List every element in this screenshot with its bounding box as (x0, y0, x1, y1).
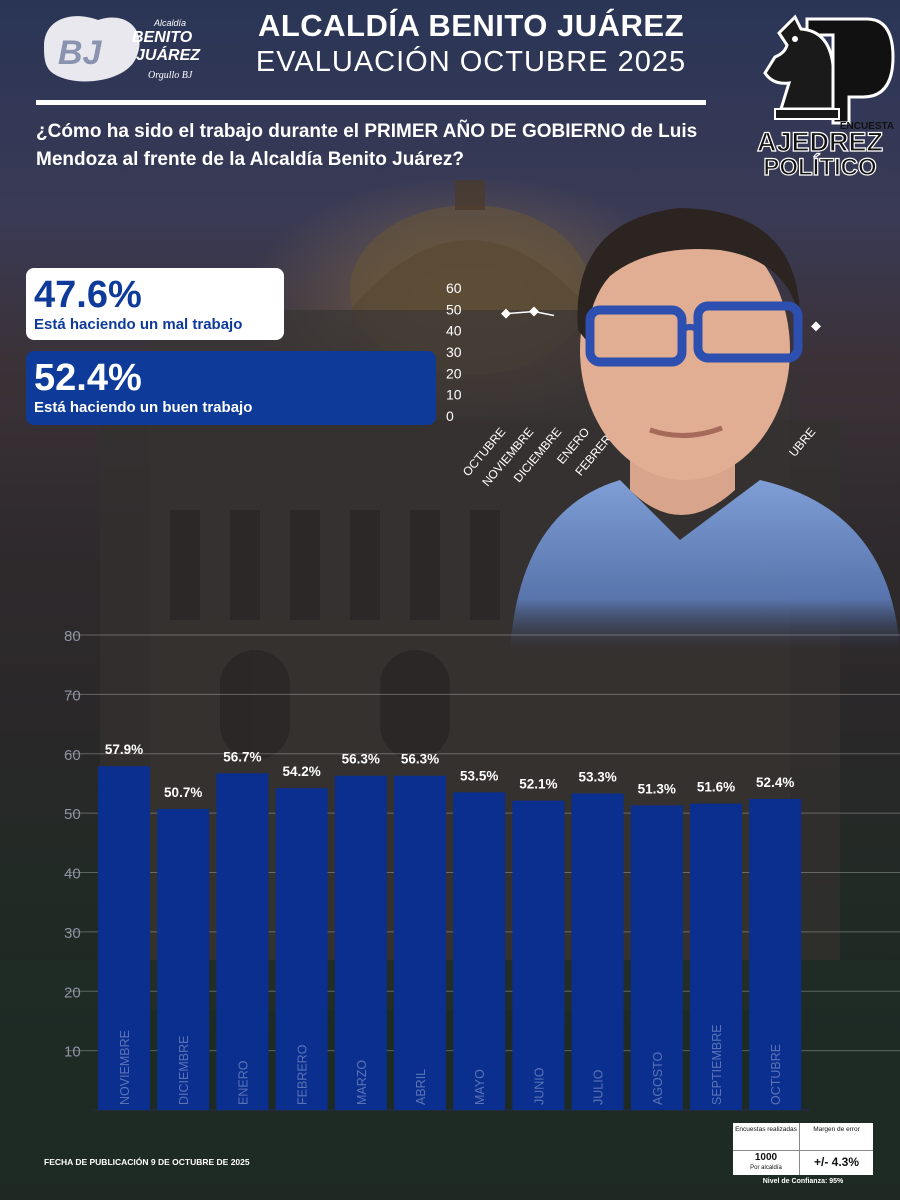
bar-data-label: 52.4% (756, 775, 794, 790)
bar-abril (394, 775, 446, 1110)
alcaldia-logo: BJ Alcaldía BENITO JUÁREZ Orgullo BJ (44, 16, 201, 82)
bar-category-label: SEPTIEMBRE (710, 1024, 724, 1105)
bar-category-label: FEBRERO (296, 1044, 310, 1105)
bar-y-tick: 70 (64, 687, 81, 704)
bar-category-label: AGOSTO (651, 1051, 665, 1105)
bar-data-label: 53.3% (578, 770, 616, 785)
bar-noviembre (98, 766, 150, 1110)
mini-y-tick: 30 (446, 344, 462, 360)
bar-data-label: 51.6% (697, 780, 735, 795)
bar-y-tick: 10 (64, 1044, 81, 1061)
surveys-cell: Encuestas realizadas 1000 Por alcaldía (733, 1123, 800, 1175)
bar-category-label: OCTUBRE (769, 1044, 783, 1105)
surveys-note: Por alcaldía (750, 1165, 782, 1171)
bar-octubre (749, 798, 802, 1110)
bar-mayo (453, 792, 506, 1110)
ajedrez-politico-logo: ENCUESTA AJEDREZ POLÍTICO (756, 14, 895, 180)
page-subtitle: EVALUACIÓN OCTUBRE 2025 (255, 46, 687, 78)
margin-header: Margen de error (813, 1126, 860, 1133)
mini-y-tick: 20 (446, 365, 462, 381)
bar-enero (216, 773, 269, 1110)
bar-data-label: 50.7% (164, 785, 202, 800)
logo-initials: BJ (58, 34, 103, 72)
mini-data-point (529, 306, 539, 317)
surveys-header: Encuestas realizadas (735, 1126, 797, 1133)
publication-date: FECHA DE PUBLICACIÓN 9 DE OCTUBRE DE 202… (44, 1157, 250, 1167)
mayor-portrait (510, 208, 900, 650)
margin-divider (800, 1150, 873, 1151)
bar-category-label: NOVIEMBRE (118, 1030, 132, 1105)
bar-y-tick: 40 (64, 866, 81, 883)
trend-line-chart: 6050403020100OCTUBRENOVIEMBREDICIEMBREEN… (446, 280, 821, 489)
bar-agosto (630, 805, 683, 1110)
survey-stats-box: Encuestas realizadas 1000 Por alcaldía M… (733, 1123, 873, 1175)
logo-line2-right: POLÍTICO (763, 153, 876, 180)
bar-data-label: 52.1% (519, 777, 557, 792)
bar-julio (571, 793, 624, 1110)
bar-category-label: DICIEMBRE (177, 1036, 191, 1105)
bar-junio (512, 800, 565, 1110)
surveys-divider (733, 1150, 799, 1151)
mini-y-tick: 10 (446, 387, 462, 403)
bar-febrero (275, 788, 328, 1110)
mini-y-tick: 50 (446, 301, 462, 317)
bar-y-tick: 50 (64, 806, 81, 823)
bad-job-label: Está haciendo un mal trabajo (34, 316, 243, 333)
logo-line2: JUÁREZ (136, 45, 201, 64)
bad-job-card: 47.6% Está haciendo un mal trabajo (26, 268, 284, 340)
bar-category-label: JUNIO (532, 1067, 546, 1105)
logo-small-text: ENCUESTA (840, 121, 894, 132)
bar-category-label: ABRIL (414, 1069, 428, 1105)
title-divider (36, 100, 706, 105)
bar-category-label: MARZO (355, 1060, 369, 1105)
bar-data-label: 51.3% (638, 781, 676, 796)
bar-y-tick: 30 (64, 925, 81, 942)
bar-category-label: ENERO (236, 1060, 250, 1105)
bar-diciembre (157, 808, 210, 1110)
margin-cell: Margen de error +/- 4.3% (800, 1123, 873, 1175)
mini-data-point (811, 321, 821, 332)
mini-data-point (501, 308, 511, 319)
page-title: ALCALDÍA BENITO JUÁREZ (257, 8, 685, 43)
bar-data-label: 53.5% (460, 768, 498, 783)
logo-line1: BENITO (132, 29, 193, 46)
surveys-value: 1000 (754, 1152, 778, 1163)
margin-value: +/- 4.3% (813, 1155, 860, 1169)
mini-y-tick: 60 (446, 280, 462, 296)
good-job-label: Está haciendo un buen trabajo (34, 399, 253, 416)
confidence-level: Nivel de Confianza: 95% (762, 1178, 844, 1185)
bar-septiembre (690, 803, 742, 1110)
chess-knight-icon (763, 14, 840, 120)
survey-question: ¿Cómo ha sido el trabajo durante el PRIM… (36, 121, 698, 170)
bar-marzo (334, 775, 387, 1110)
monthly-approval-bar-chart: 80 70 60 50 40 30 20 10 57.9% NOVIEMBRE 50.7% DICIE… (64, 628, 900, 1111)
bar-y-tick: 80 (64, 628, 81, 645)
bar-category-label: MAYO (473, 1069, 487, 1105)
bar-data-label: 57.9% (105, 742, 143, 757)
bar-y-tick: 60 (64, 747, 81, 764)
bar-data-label: 54.2% (282, 764, 320, 779)
good-job-value: 52.4% (34, 357, 142, 399)
mini-y-tick: 0 (446, 408, 454, 424)
bar-data-label: 56.3% (401, 752, 439, 767)
bad-job-value: 47.6% (34, 274, 142, 316)
good-job-card: 52.4% Está haciendo un buen trabajo (26, 351, 436, 425)
logo-top-word: Alcaldía (153, 18, 186, 28)
mini-y-tick: 40 (446, 323, 462, 339)
bar-data-label: 56.7% (223, 749, 261, 764)
bar-data-label: 56.3% (342, 752, 380, 767)
logo-line1-right: AJEDREZ (757, 127, 883, 157)
bar-y-tick: 20 (64, 984, 81, 1001)
logo-tagline: Orgullo BJ (148, 70, 193, 81)
bar-category-label: JULIO (592, 1069, 606, 1105)
